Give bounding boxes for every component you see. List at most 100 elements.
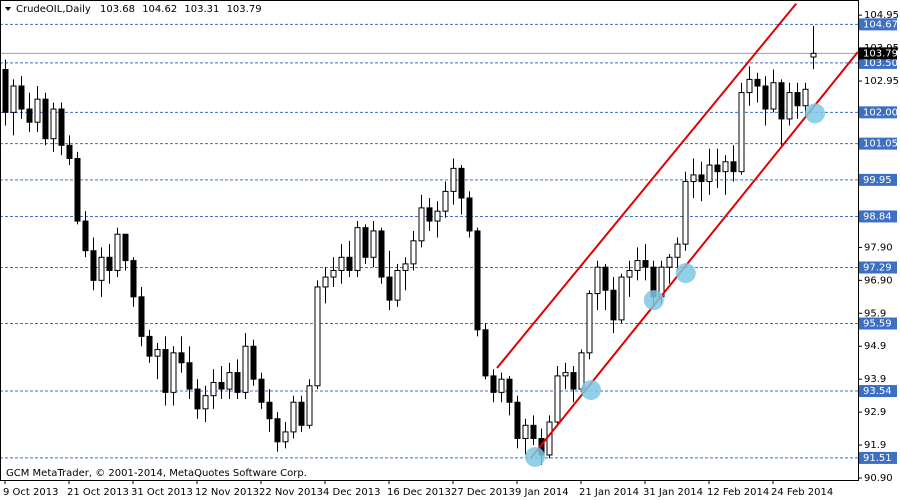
candle-body [714, 164, 721, 173]
x-tick-label: 21 Jan 2014 [579, 487, 639, 498]
candle-body [394, 269, 401, 301]
candle-body [482, 329, 489, 377]
x-tick-label: 31 Jan 2014 [643, 487, 703, 498]
candle-body [450, 167, 457, 192]
level-label: 95.59 [863, 319, 892, 330]
candle-body [690, 174, 697, 183]
candle-body [418, 207, 425, 242]
candle-body [490, 375, 497, 393]
candle-body [570, 372, 577, 390]
plot-frame [0, 0, 859, 481]
x-tick-label: 16 Dec 2013 [387, 487, 451, 498]
level-label-box [859, 137, 897, 150]
level-label-box [859, 173, 897, 186]
level-label: 101.05 [863, 139, 898, 150]
candle-body [354, 227, 361, 271]
candle-body [730, 161, 737, 173]
candle-body [722, 161, 729, 173]
candle-body [610, 289, 617, 321]
header-close: 103.79 [227, 4, 262, 15]
candle-body [162, 349, 169, 393]
candle-body [186, 362, 193, 390]
current-price-label: 103.79 [863, 48, 898, 59]
y-tick-label: 104.95 [864, 10, 899, 21]
level-label: 97.29 [863, 263, 892, 274]
footer: GCM MetaTrader, © 2001-2014, MetaQuotes … [6, 468, 307, 479]
candle-body [754, 78, 761, 87]
x-tick-label: 9 Oct 2013 [3, 487, 58, 498]
level-label: 102.00 [863, 107, 898, 118]
candle-body [242, 345, 249, 393]
candle-body [378, 230, 385, 278]
level-label: 93.54 [863, 386, 892, 397]
x-tick-label: 12 Feb 2014 [707, 487, 769, 498]
menu-arrow [5, 7, 11, 11]
candle-body [122, 233, 129, 262]
touch-highlight [643, 290, 664, 311]
y-tick-label: 94.9 [864, 341, 886, 352]
y-tick-label: 93.9 [864, 374, 886, 385]
candle-body [554, 375, 561, 423]
candle-body [410, 240, 417, 265]
candle-body [594, 266, 601, 295]
candle-body [266, 401, 273, 420]
candle-body [298, 401, 305, 426]
candle-body [530, 424, 537, 439]
candle-body [458, 167, 465, 199]
candle-body [226, 372, 233, 390]
candle-body [770, 82, 777, 110]
candle-body [2, 69, 9, 113]
candle-body [106, 256, 113, 271]
x-tick-label: 27 Dec 2013 [451, 487, 515, 498]
y-tick-label: 95.9 [864, 308, 886, 319]
candle-body [578, 352, 585, 390]
level-label-box [859, 451, 897, 464]
candle-body [26, 108, 33, 123]
candle-body [762, 85, 769, 110]
candle-body [234, 372, 241, 393]
candle-body [194, 388, 201, 410]
y-tick-label: 102.95 [864, 76, 899, 87]
candle-body [306, 385, 313, 426]
candle-body [74, 157, 81, 222]
candle-body [98, 256, 105, 281]
candle-body [154, 349, 161, 357]
candle-body [138, 296, 145, 337]
candle-body [698, 174, 705, 183]
header-high: 104.62 [142, 4, 177, 15]
candle-body [738, 92, 745, 173]
candle-body [522, 424, 529, 439]
level-label: 104.67 [863, 19, 898, 30]
x-tick-label: 12 Nov 2013 [195, 487, 259, 498]
candle-body [674, 243, 681, 258]
touch-highlight [805, 103, 825, 124]
level-label-box [859, 261, 897, 274]
touch-highlight [525, 446, 545, 467]
candle-body [362, 227, 369, 258]
candle-body [434, 210, 441, 222]
candle-body [314, 286, 321, 387]
candle-body [50, 108, 57, 140]
candle-body [474, 230, 481, 331]
candle-body [442, 190, 449, 212]
level-label-box [859, 317, 897, 330]
y-tick-label: 97.90 [864, 242, 893, 253]
candle-body [666, 256, 673, 268]
channel-line [496, 2, 797, 369]
candle-body [178, 352, 185, 364]
y-tick-label: 96.90 [864, 275, 893, 286]
x-tick-label: 22 Nov 2013 [259, 487, 323, 498]
x-tick-label: 9 Jan 2014 [515, 487, 569, 498]
candle-body [210, 381, 217, 397]
candle-body [498, 378, 505, 393]
candle-body [130, 260, 137, 298]
level-label: 91.51 [863, 453, 892, 464]
level-label-box [859, 56, 897, 69]
candle-body [642, 260, 649, 268]
level-label: 99.95 [863, 175, 892, 186]
level-label: 98.84 [863, 211, 892, 222]
candle-body [634, 260, 641, 271]
candle-body [506, 378, 513, 403]
